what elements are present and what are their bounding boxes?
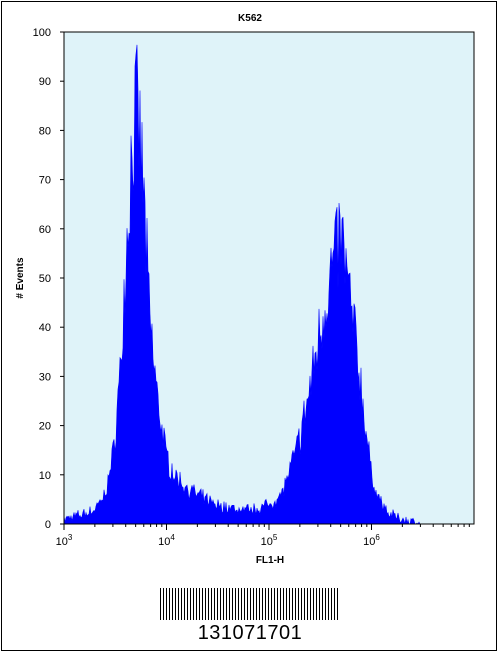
barcode-bar — [190, 588, 191, 620]
barcode-bar — [217, 588, 218, 620]
barcode-bar — [172, 588, 173, 620]
barcode-bar — [178, 588, 179, 620]
barcode-bar — [184, 588, 185, 620]
barcode-bar — [259, 588, 260, 620]
barcode-bar — [193, 588, 194, 620]
x-tick-label: 103 — [56, 533, 73, 548]
barcode-bar — [295, 588, 296, 620]
barcode-bar — [325, 588, 326, 620]
barcode-bar — [205, 588, 206, 620]
barcode-bar — [310, 588, 311, 620]
barcode-bar — [256, 588, 257, 620]
barcode-bar — [316, 588, 317, 620]
barcode-bar — [280, 588, 281, 620]
barcode-bar — [265, 588, 266, 620]
y-tick-label: 10 — [39, 470, 51, 482]
y-tick-label: 100 — [33, 27, 51, 39]
barcode-bar — [304, 588, 305, 620]
barcode-bar — [247, 588, 248, 620]
histogram-series — [63, 44, 421, 525]
barcode-bar — [244, 588, 245, 620]
barcode-bar — [250, 588, 251, 620]
barcode-bar — [232, 588, 233, 620]
barcode-bar — [202, 588, 203, 620]
barcode-bar — [163, 588, 164, 620]
y-tick-label: 20 — [39, 421, 51, 433]
barcode-bar — [307, 588, 308, 620]
barcode-bar — [268, 588, 269, 620]
barcode-bar — [241, 588, 242, 620]
y-tick-label: 90 — [39, 76, 51, 88]
barcode-bar — [313, 588, 314, 620]
barcode-bar — [208, 588, 209, 620]
y-tick-label: 40 — [39, 322, 51, 334]
barcode-bar — [337, 588, 338, 620]
barcode-bar — [223, 588, 224, 620]
y-tick-label: 50 — [39, 273, 51, 285]
chart-title: K562 — [238, 13, 262, 24]
barcode-bar — [283, 588, 284, 620]
y-tick-label: 80 — [39, 125, 51, 137]
barcode-bar — [271, 588, 272, 620]
barcode-bar — [292, 588, 293, 620]
barcode-bar — [334, 588, 335, 620]
y-tick-label: 70 — [39, 175, 51, 187]
y-tick-label: 30 — [39, 371, 51, 383]
barcode-bar — [235, 588, 236, 620]
barcode-bar — [199, 588, 200, 620]
y-axis-label: # Events — [15, 257, 26, 299]
barcode-bar — [331, 588, 332, 620]
barcode-bar — [322, 588, 323, 620]
x-axis-label: FL1-H — [256, 555, 284, 566]
barcode-number: 131071701 — [197, 622, 303, 644]
x-tick-label: 104 — [158, 533, 175, 548]
barcode-bar — [169, 588, 170, 620]
barcode-bar — [277, 588, 278, 620]
barcode-bar — [253, 588, 254, 620]
barcode-bar — [328, 588, 329, 620]
barcode-bar — [319, 588, 320, 620]
barcode-image — [150, 588, 350, 648]
barcode-bar — [238, 588, 239, 620]
barcode-bar — [229, 588, 230, 620]
barcode-bar — [286, 588, 287, 620]
barcode-bar — [160, 588, 161, 620]
barcode-bar — [166, 588, 167, 620]
barcode-bar — [262, 588, 263, 620]
barcode-bar — [187, 588, 188, 620]
barcode-bar — [301, 588, 302, 620]
y-tick-label: 0 — [45, 519, 51, 531]
barcode-bar — [226, 588, 227, 620]
barcode-bar — [214, 588, 215, 620]
barcode-bar — [289, 588, 290, 620]
barcode-bar — [274, 588, 275, 620]
barcode-bar — [196, 588, 197, 620]
x-tick-label: 106 — [363, 533, 380, 548]
barcode-bar — [175, 588, 176, 620]
barcode-bar — [220, 588, 221, 620]
barcode-bar — [211, 588, 212, 620]
barcode-bar — [298, 588, 299, 620]
y-tick-label: 60 — [39, 224, 51, 236]
barcode-bar — [181, 588, 182, 620]
x-tick-label: 105 — [261, 533, 278, 548]
